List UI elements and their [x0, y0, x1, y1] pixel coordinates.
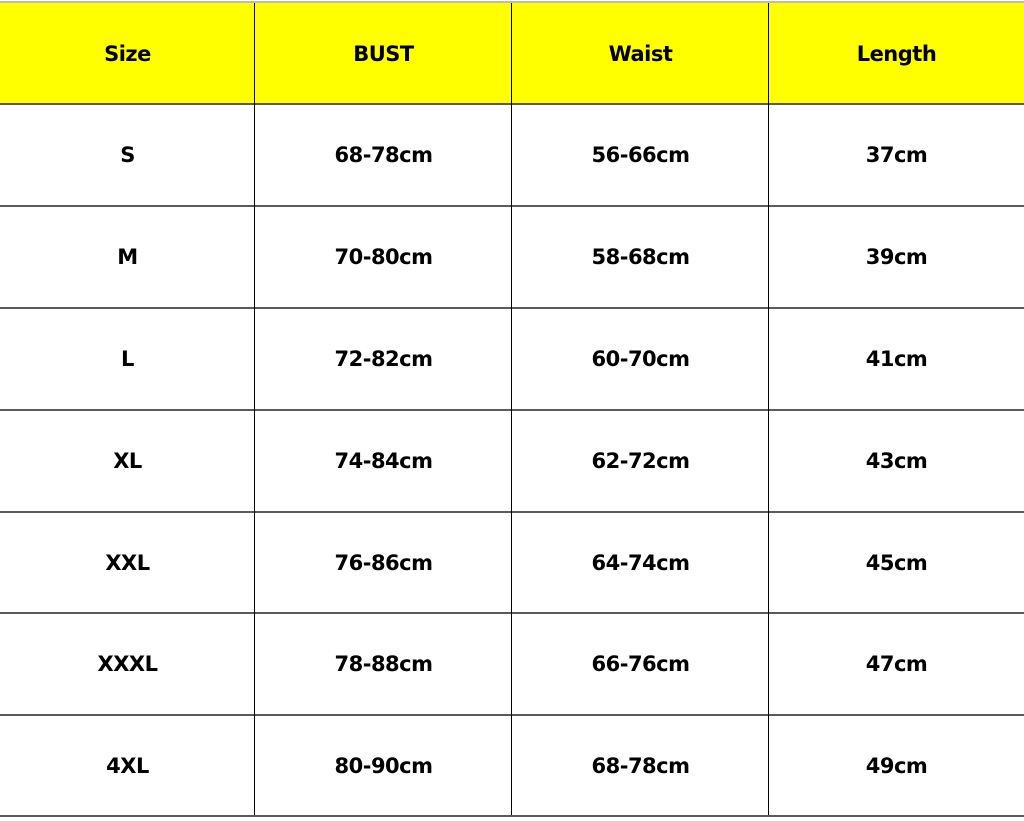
table-cell: 45cm [865, 550, 928, 575]
column-header: BUST [353, 41, 414, 66]
column-divider [254, 3, 255, 815]
table-cell: 72-82cm [334, 347, 434, 371]
table-cell: 47cm [865, 652, 928, 676]
column-header: Waist [608, 41, 673, 66]
table-cell: 70-80cm [334, 245, 434, 269]
table-cell: XXXL [97, 652, 158, 676]
table-cell: XXL [105, 550, 150, 575]
column-divider [768, 3, 769, 815]
table-cell: 41cm [865, 347, 928, 371]
table-cell: XL [113, 449, 142, 473]
table-cell: 76-86cm [334, 550, 434, 575]
column-header: Size [104, 41, 151, 66]
table-cell: 68-78cm [334, 143, 434, 167]
table-cell: 78-88cm [334, 652, 434, 676]
header-row-background [0, 3, 1024, 103]
table-cell: 58-68cm [591, 245, 691, 269]
table-cell: 80-90cm [334, 753, 434, 778]
table-cell: S [120, 143, 135, 167]
row-divider [0, 307, 1024, 309]
table-cell: 74-84cm [334, 449, 434, 473]
row-divider [0, 409, 1024, 411]
row-divider [0, 815, 1024, 817]
table-cell: 43cm [865, 449, 928, 473]
row-divider [0, 205, 1024, 207]
top-border [0, 1, 1024, 3]
table-cell: 56-66cm [591, 143, 691, 167]
column-header: Length [856, 41, 937, 66]
row-divider [0, 511, 1024, 513]
table-cell: 4XL [106, 753, 149, 778]
table-cell: 62-72cm [591, 449, 691, 473]
row-divider [0, 714, 1024, 716]
table-cell: M [117, 245, 138, 269]
column-divider [511, 3, 512, 815]
table-cell: 60-70cm [591, 347, 691, 371]
row-divider [0, 103, 1024, 105]
table-cell: 37cm [865, 143, 928, 167]
row-divider [0, 612, 1024, 614]
table-cell: 68-78cm [591, 753, 691, 778]
table-cell: 64-74cm [591, 550, 691, 575]
table-cell: 39cm [865, 245, 928, 269]
table-cell: L [121, 347, 134, 371]
table-cell: 66-76cm [591, 652, 691, 676]
table-cell: 49cm [865, 753, 928, 778]
